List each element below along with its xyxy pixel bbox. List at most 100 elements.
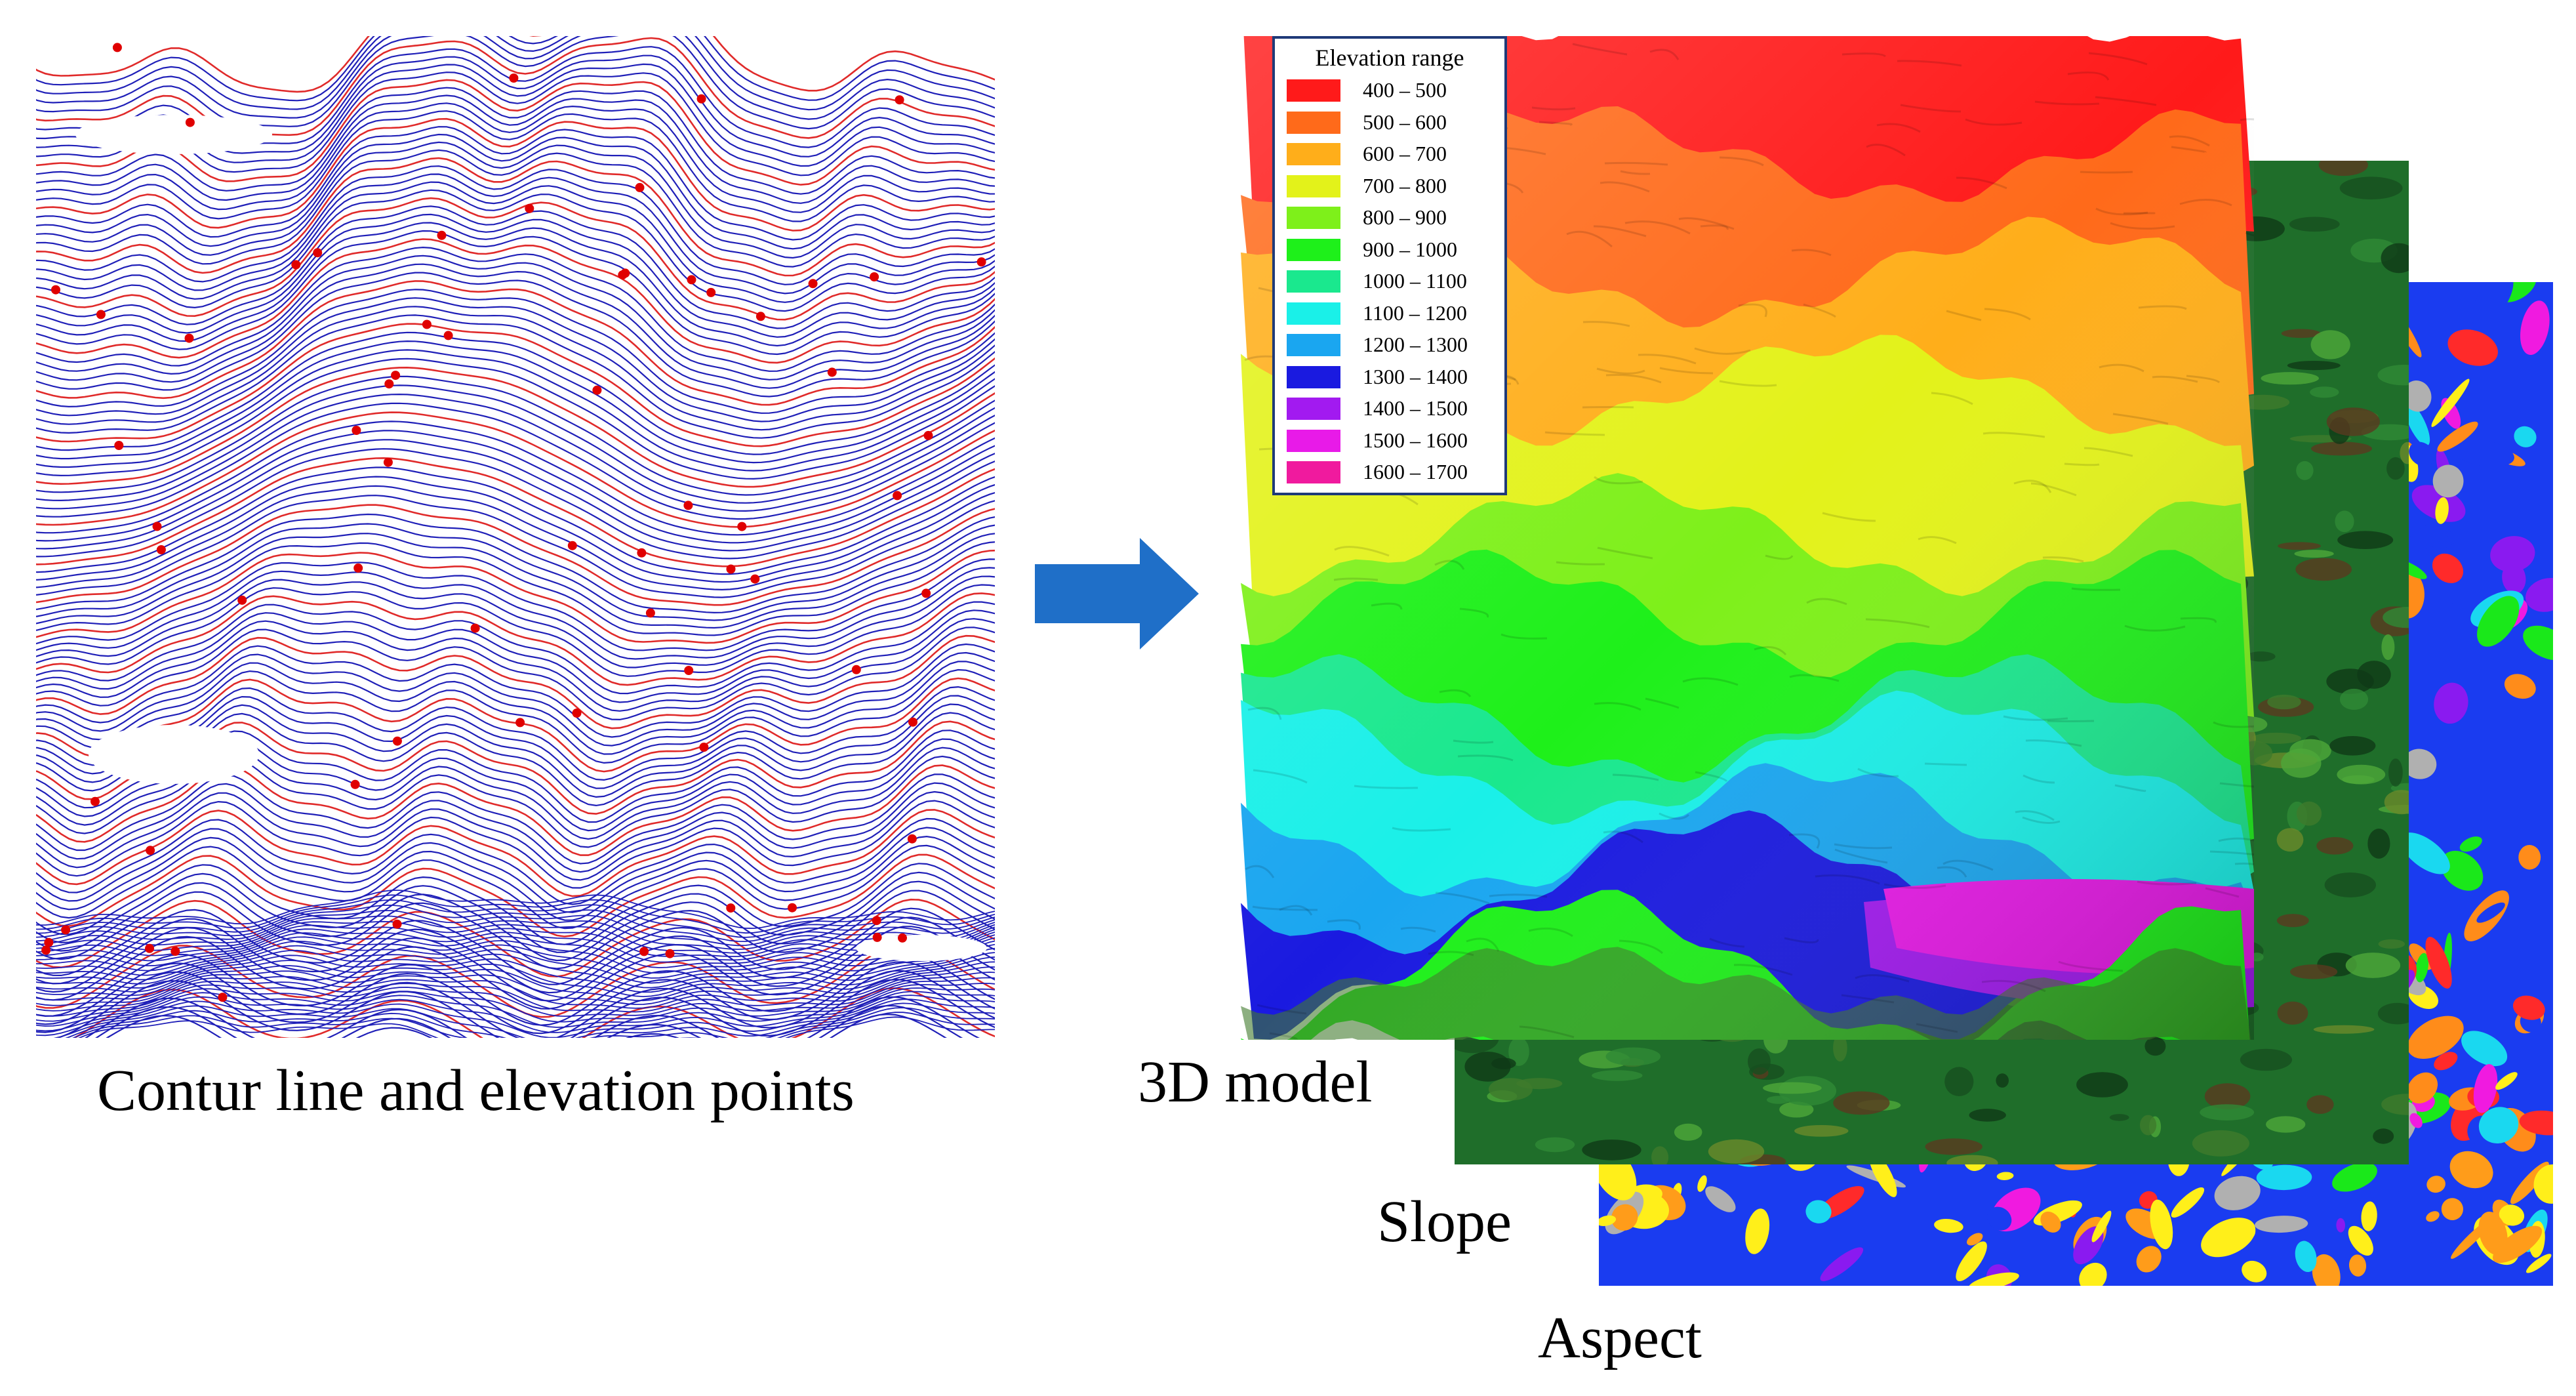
contour-line [36, 523, 995, 621]
contour-line [36, 314, 995, 439]
contour-line [36, 349, 995, 472]
index-contour-line [36, 411, 995, 528]
elevation-point [509, 73, 519, 83]
ridge-texture [1876, 123, 1921, 133]
aspect-patch [2425, 937, 2452, 989]
elevation-point [391, 371, 401, 380]
elevation-point [620, 268, 630, 278]
slope-label: Slope [1377, 1189, 1512, 1254]
contour-line [36, 393, 995, 512]
elevation-point [218, 993, 228, 1002]
ridge-texture [1400, 926, 1436, 933]
contour-line [36, 263, 995, 389]
slope-patch [2296, 801, 2322, 826]
contour-line [36, 439, 995, 552]
ridge-texture [1594, 702, 1641, 711]
contour-line [36, 961, 995, 1002]
slope-patch [2266, 1116, 2306, 1133]
contour-line [36, 966, 995, 1006]
ridge-texture [2003, 715, 2068, 721]
ridge-texture [1733, 964, 1793, 976]
aspect-patch [2214, 1176, 2261, 1210]
slope-patch [2251, 732, 2301, 744]
legend-swatch [1287, 429, 1340, 452]
contour-line [36, 773, 995, 865]
elevation-point [61, 925, 71, 935]
ridge-texture [1937, 866, 1967, 878]
ridge-texture [1719, 156, 1764, 167]
ridge-texture [1981, 979, 2046, 993]
slope-patch [2306, 1095, 2334, 1114]
elevation-point [91, 796, 100, 806]
elevation-point [384, 379, 394, 389]
slope-patch [1833, 1091, 1890, 1115]
aspect-patch [2478, 1107, 2519, 1143]
elevation-point [437, 230, 447, 240]
index-contour-line [36, 157, 995, 277]
legend-label: 800 – 900 [1363, 205, 1447, 229]
contour-line [36, 584, 995, 677]
elevation-point [237, 595, 247, 605]
ridge-texture [1605, 373, 1662, 384]
aspect-patch [2136, 1246, 2162, 1273]
ridge-texture [1392, 827, 1451, 832]
slope-patch [1708, 1139, 1765, 1164]
ridge-texture [2025, 739, 2082, 747]
slope-patch [1794, 1125, 1849, 1137]
aspect-patch [2449, 1151, 2493, 1189]
aspect-patch [2523, 625, 2553, 661]
slope-patch [2310, 386, 2339, 398]
ridge-texture [2110, 222, 2175, 230]
aspect-patch [2150, 1199, 2173, 1250]
aspect-patch [2415, 282, 2442, 295]
elevation-point [146, 846, 155, 855]
elevation-point [353, 563, 363, 573]
aspect-patch [2348, 1254, 2367, 1277]
ridge-texture [2137, 880, 2197, 886]
ridge-texture [2022, 816, 2061, 824]
aspect-patch [2518, 845, 2541, 870]
legend-swatch [1287, 365, 1340, 388]
ridge-texture [2179, 199, 2232, 207]
aspect-patch [1705, 1186, 1736, 1212]
slope-patch [1946, 1155, 1998, 1164]
contour-line [36, 827, 995, 913]
ridge-texture [1582, 406, 1634, 409]
contour-line [36, 932, 995, 968]
contour-line [36, 495, 995, 598]
ridge-texture [2112, 413, 2169, 425]
ridge-texture [1604, 161, 1668, 166]
legend-label: 1400 – 1500 [1363, 396, 1468, 420]
legend-swatch [1287, 398, 1340, 420]
contour-line [36, 936, 995, 974]
aspect-patch [1967, 1233, 1983, 1246]
ridge-texture [1434, 560, 1465, 570]
contour-line [36, 189, 995, 312]
aspect-patch [2461, 1031, 2508, 1067]
index-contour-line [36, 898, 995, 977]
slope-patch [2381, 634, 2395, 661]
ridge-texture [1857, 768, 1899, 777]
ridge-texture [2152, 375, 2198, 383]
aspect-patch [2256, 1164, 2312, 1191]
legend-label: 1100 – 1200 [1363, 300, 1467, 325]
ridge-texture [1459, 607, 1489, 618]
ridge-texture [1965, 118, 2023, 126]
slope-patch [2144, 1037, 2166, 1056]
ridge-texture [2080, 171, 2133, 174]
contour-line [36, 421, 995, 536]
legend-swatch [1287, 111, 1340, 134]
index-contour-line [36, 37, 995, 139]
slope-patch [2277, 1001, 2308, 1025]
elevation-point [665, 949, 675, 958]
contour-line [36, 920, 995, 954]
legend-item: 700 – 800 [1284, 173, 1500, 199]
ridge-texture [1897, 60, 1962, 67]
ridge-texture [2245, 232, 2254, 237]
elevation-point [645, 608, 655, 618]
legend-swatch [1287, 238, 1340, 261]
ridge-texture [2071, 587, 2121, 591]
elevation-point [750, 574, 760, 584]
slope-patch [1969, 1109, 2006, 1122]
ridge-texture [1866, 144, 1906, 157]
